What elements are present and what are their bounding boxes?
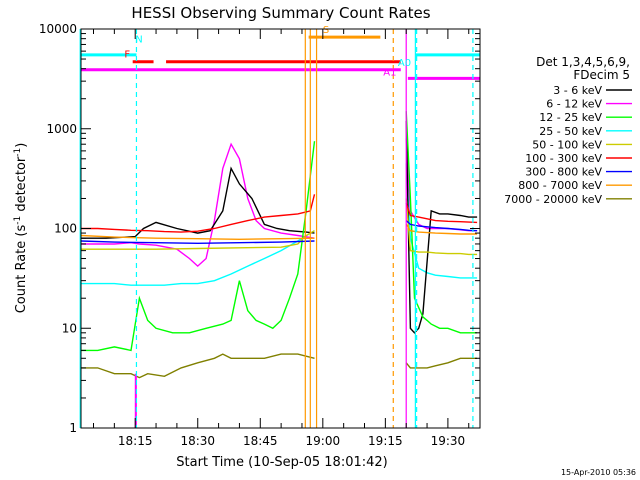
series-line-6-12-kev [81,142,315,268]
x-axis-label: Start Time (10-Sep-05 18:01:42) [176,455,387,470]
series-line-12-25-kev-post [405,111,478,334]
legend-header-line-1: Det 1,3,4,5,6,9, [536,55,630,69]
legend-label-100-300-kev: 100 - 300 keV [525,152,602,165]
legend-label-7000-20000-kev: 7000 - 20000 keV [504,193,602,206]
legend-label-6-12-kev: 6 - 12 keV [546,98,602,111]
x-tick-label: 18:30 [180,434,215,448]
series-line-25-50-kev [81,230,315,286]
x-tick-label: 19:15 [368,434,403,448]
vertical-lines-layer [79,29,474,428]
y-axis-label: Count Rate (s-1 detector-1) [13,143,29,314]
legend-label-800-7000-kev: 800 - 7000 keV [518,179,602,192]
y-axis-label-end: ) [14,143,29,148]
annotation-a1: A1 [383,68,396,79]
annotation-a0: A0 [398,58,411,69]
state-bars-layer [81,35,480,80]
timestamp: 15-Apr-2010 05:36 [561,468,636,477]
series-line-12-25-kev [81,141,316,352]
y-tick-label: 10000 [39,22,77,36]
magenta-dropout-block [134,373,137,428]
series-line-300-800-kev-post [405,220,478,232]
y-tick-label: 10 [62,321,77,335]
series-line-300-800-kev [80,240,315,245]
series-line-7000-20000-kev [81,353,315,379]
y-axis-label-sup2: -1 [13,148,23,157]
series-line-3-6-kev-post [405,120,478,334]
legend-label-50-100-kev: 50 - 100 keV [532,138,602,151]
series-layer [80,111,478,428]
legend-header-line-2: FDecim 5 [573,68,630,82]
legend-label-300-800-kev: 300 - 800 keV [525,166,602,179]
annotation-s: S [323,25,329,36]
chart-title: HESSI Observing Summary Count Rates [131,4,430,22]
y-axis-label-sup: -1 [13,216,23,225]
annotation-n: N [135,34,142,45]
series-line-800-7000-kev [80,234,315,241]
y-axis-label-mid: detector [14,156,29,216]
series-line-3-6-kev [81,166,315,239]
x-tick-label: 18:45 [243,434,278,448]
series-line-800-7000-kev-post [405,224,478,235]
series-line-100-300-kev-post [405,202,478,224]
legend-label-25-50-kev: 25 - 50 keV [539,125,602,138]
legend-label-12-25-kev: 12 - 25 keV [539,111,602,124]
y-tick-label: 1000 [46,122,77,136]
series-line-100-300-kev [81,194,316,233]
series-line-50-100-kev-post [405,198,478,256]
x-tick-label: 19:30 [431,434,466,448]
series-line-7000-20000-kev-post [405,357,478,369]
legend-label-3-6-kev: 3 - 6 keV [553,84,602,97]
y-axis-label-main: Count Rate (s [14,225,29,314]
y-ticks: 1 10 100 1000 10000 [39,22,480,435]
x-ticks: 18:15 18:30 18:45 19:00 19:15 19:30 [93,29,470,448]
y-tick-label: 100 [54,222,77,236]
annotation-f: F [124,50,130,61]
x-tick-label: 19:00 [306,434,341,448]
y-tick-label: 1 [69,421,77,435]
series-line-25-50-kev-post [405,163,478,279]
x-tick-label: 18:15 [118,434,153,448]
